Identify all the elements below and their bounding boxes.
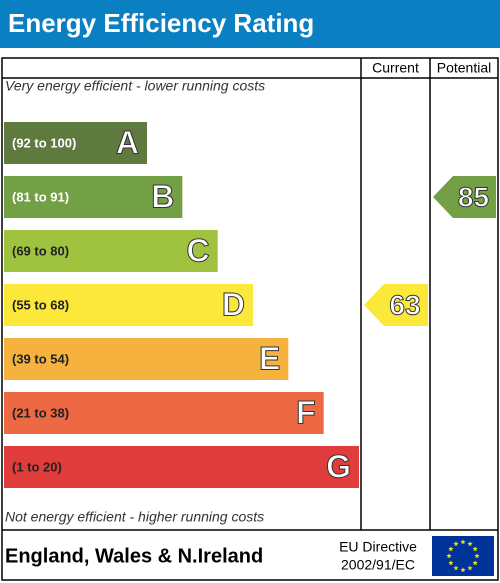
band-bar — [4, 176, 183, 218]
band-bar — [4, 122, 147, 164]
region: England, Wales & N.Ireland — [5, 545, 263, 567]
eu-star — [467, 565, 473, 571]
band-bar — [4, 230, 218, 272]
eu-star — [446, 553, 452, 559]
directive: EU Directive — [339, 539, 417, 555]
band-letter: F — [296, 394, 316, 430]
eu-star — [448, 546, 454, 552]
band-bar — [4, 284, 253, 326]
band-letter: C — [187, 232, 210, 268]
band-letter: A — [116, 124, 139, 160]
band-range: (81 to 91) — [12, 189, 69, 204]
band-bar — [4, 338, 289, 380]
band-range: (21 to 38) — [12, 405, 69, 420]
eu-star — [453, 565, 459, 571]
band-range: (1 to 20) — [12, 459, 62, 474]
title-bar — [0, 0, 500, 48]
eu-stars — [446, 539, 480, 573]
eu-star — [460, 539, 466, 545]
band-letter: B — [151, 178, 174, 214]
top-note: Very energy efficient - lower running co… — [5, 78, 265, 94]
eu-star — [460, 567, 466, 573]
rating-value: 85 — [458, 181, 489, 212]
band-bar — [4, 446, 359, 488]
bottom-note: Not energy efficient - higher running co… — [5, 509, 264, 525]
band-letter: E — [259, 340, 280, 376]
band-range: (69 to 80) — [12, 243, 69, 258]
eu-star — [453, 541, 459, 547]
rating-value: 63 — [389, 289, 420, 320]
eu-star — [474, 553, 480, 559]
band-bar — [4, 392, 324, 434]
band-range: (39 to 54) — [12, 351, 69, 366]
band-range: (55 to 68) — [12, 297, 69, 312]
frame — [1, 57, 499, 581]
band-letter: G — [326, 448, 351, 484]
eu-star — [467, 541, 473, 547]
eu-star — [472, 560, 478, 566]
column-header: Current — [372, 60, 419, 76]
rating-arrow — [433, 176, 496, 218]
eu-star — [472, 546, 478, 552]
column-header: Potential — [437, 60, 491, 76]
directive: 2002/91/EC — [341, 557, 415, 573]
eu-star — [448, 560, 454, 566]
chart-title: Energy Efficiency Rating — [8, 8, 314, 38]
rating-arrow — [364, 284, 428, 326]
band-range: (92 to 100) — [12, 135, 76, 150]
band-letter: D — [222, 286, 245, 322]
